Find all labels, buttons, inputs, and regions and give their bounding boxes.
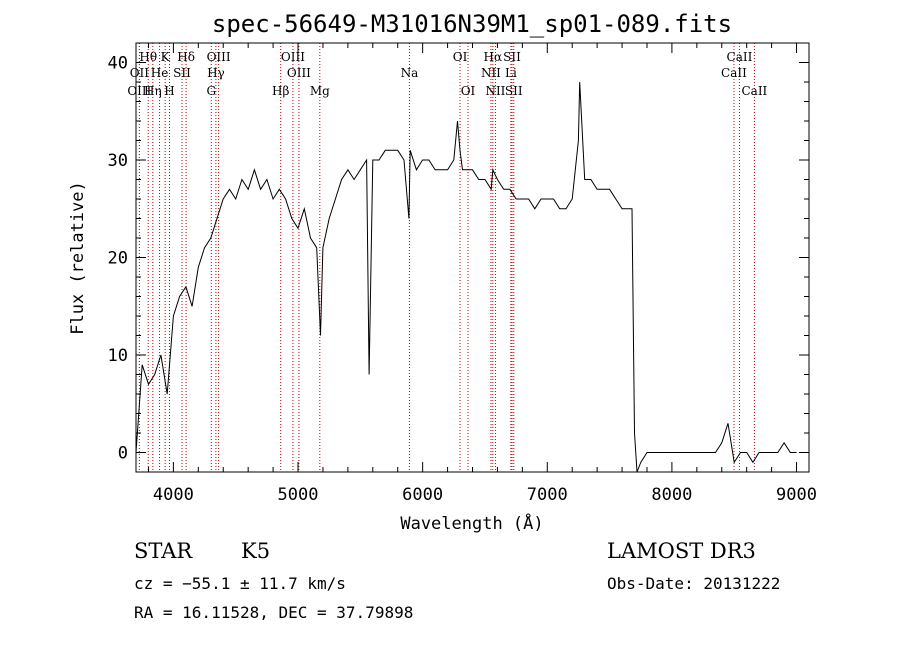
spectral-line-label: CaII: [727, 50, 753, 64]
spectral-line-label: SII: [503, 50, 521, 64]
spectral-line-label: OI: [453, 50, 468, 64]
spectral-line-markers: [138, 43, 755, 472]
y-tick-label: 10: [108, 346, 128, 366]
spectral-line-label: Hα: [484, 50, 503, 64]
y-tick-label: 40: [108, 54, 128, 74]
observation-date: Obs-Date: 20131222: [607, 574, 781, 593]
survey-name: LAMOST DR3: [607, 539, 756, 563]
spectral-line-label: Mg: [310, 84, 330, 98]
spectral-line-label: Hδ: [177, 50, 195, 64]
y-axis-label: Flux (relative): [68, 181, 88, 335]
spectral-line-label: Li: [505, 66, 517, 80]
x-tick-label: 9000: [776, 485, 817, 505]
x-axis-label: Wavelength (Å): [400, 512, 543, 534]
spectral-line-label: H: [164, 84, 174, 98]
spectral-line-label: OIII: [281, 50, 305, 64]
spectral-line-label: OIII: [207, 50, 231, 64]
spectral-line-label: NII: [485, 84, 505, 98]
spectral-line-label: Hη: [144, 84, 162, 98]
spectral-line-label: CaII: [721, 66, 747, 80]
spectral-line-label: K: [161, 50, 171, 64]
spectral-line-label: OIII: [127, 84, 151, 98]
spectral-line-label: OII: [130, 66, 150, 80]
spectral-line-label: Hθ: [139, 50, 157, 64]
y-tick-label: 30: [108, 151, 128, 171]
line-labels: Hθ OII OIII K Hη He H SII Hδ OIII Hγ G Hβ OIII OIII Mg N…: [127, 50, 767, 98]
spectrum-line: [135, 81, 797, 473]
spectrum-series: [135, 81, 797, 473]
plot-frame: [135, 42, 810, 473]
x-tick-label: 8000: [651, 485, 692, 505]
spectral-line-label: SII: [505, 84, 523, 98]
object-class: STAR: [134, 539, 193, 563]
spectral-line-label: Hγ: [207, 66, 225, 80]
spectral-line-label: OI: [461, 84, 476, 98]
spectral-line-label: Na: [401, 66, 419, 80]
redshift-velocity: cz = −55.1 ± 11.7 km/s: [134, 574, 346, 593]
spectral-line-label: G: [206, 84, 216, 98]
x-tick-label: 5000: [278, 485, 319, 505]
spectral-line-label: NII: [481, 66, 501, 80]
spectral-line-label: OIII: [287, 66, 311, 80]
x-tick-label: 4000: [153, 485, 194, 505]
y-tick-label: 0: [118, 444, 128, 464]
sky-coordinates: RA = 16.11528, DEC = 37.79898: [134, 603, 414, 622]
spectral-line-label: Hβ: [272, 84, 289, 98]
spectral-line-label: CaII: [741, 84, 767, 98]
axis-ticks: 4000 5000 6000 7000 8000 9000 0 10 20 30 40: [108, 43, 817, 505]
object-subclass: K5: [241, 539, 271, 563]
y-tick-label: 20: [108, 249, 128, 269]
chart-title: spec-56649-M31016N39M1_sp01-089.fits: [212, 10, 732, 38]
x-tick-label: 6000: [402, 485, 443, 505]
x-tick-label: 7000: [527, 485, 568, 505]
spectral-line-label: SII: [173, 66, 191, 80]
spectral-line-label: He: [151, 66, 169, 80]
